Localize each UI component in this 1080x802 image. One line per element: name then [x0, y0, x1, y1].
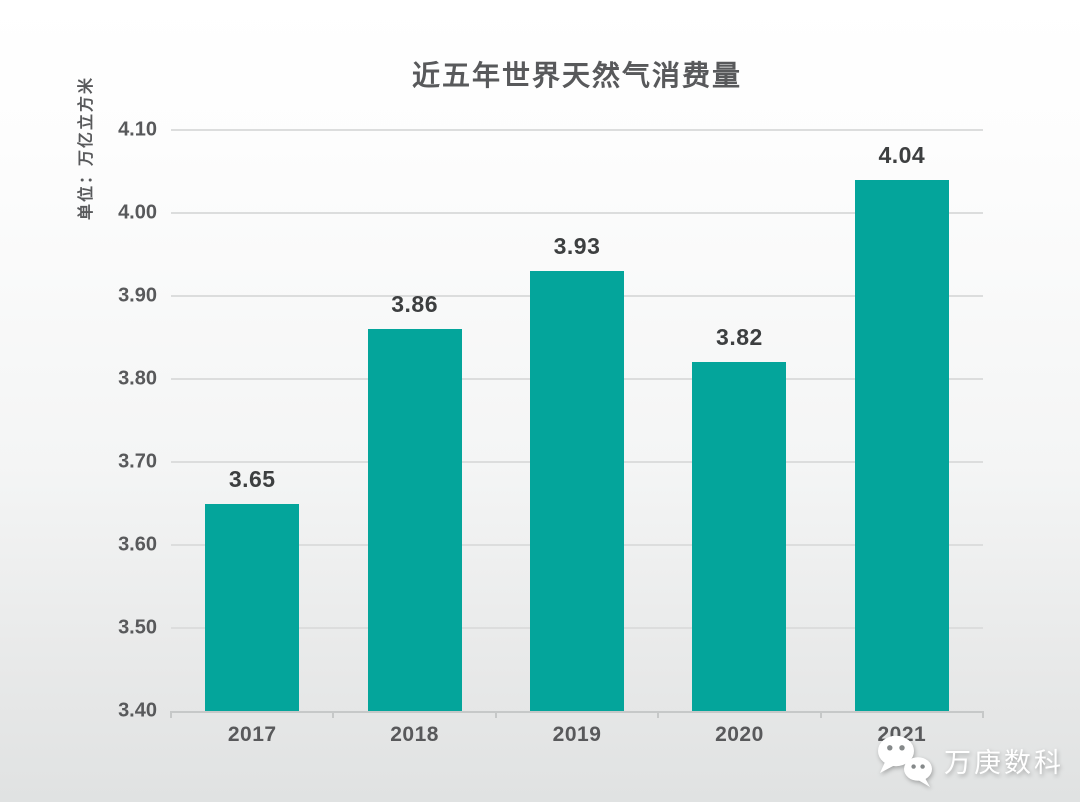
y-tick-label-4.10: 4.10: [118, 118, 157, 141]
watermark-text: 万庚数科: [944, 747, 1064, 778]
bar-group-2017: 3.65 2017: [171, 130, 333, 746]
x-axis-label-2020: 2020: [715, 723, 764, 746]
x-axis-tick: [657, 711, 660, 718]
bar-2020: [692, 362, 787, 711]
bar-group-2021: 4.04 2021: [821, 130, 983, 746]
bar-value-label: 3.93: [553, 233, 601, 260]
bar-2018: [367, 329, 462, 711]
bar-group-2019: 3.93 2019: [496, 130, 658, 746]
y-tick-label-3.50: 3.50: [118, 616, 157, 639]
wechat-icon: [878, 735, 932, 787]
bar-value-label: 4.04: [878, 141, 926, 168]
x-axis-tick: [170, 711, 172, 718]
watermark: 万庚数科: [874, 732, 1064, 788]
bar-group-2020: 3.82 2020: [658, 130, 820, 746]
x-axis-tick: [819, 711, 822, 718]
bars-layer: 3.65 2017 3.86 2018 3.93 2019 3.82 2020 4.04 2021: [171, 130, 983, 746]
y-axis-unit-label: 单位：万亿立方米: [78, 75, 95, 221]
bar-group-2018: 3.86 2018: [333, 130, 495, 746]
y-tick-label-3.60: 3.60: [118, 533, 157, 556]
chart-title: 近五年世界天然气消费量: [411, 60, 742, 91]
gridline-4.00: [171, 212, 983, 214]
bar-value-label: 3.86: [391, 291, 438, 318]
bar-value-label: 3.82: [716, 324, 763, 351]
y-tick-label-3.80: 3.80: [118, 367, 157, 390]
y-tick-label-3.90: 3.90: [118, 284, 157, 307]
bar-2017: [205, 503, 300, 711]
y-tick-label-4.00: 4.00: [118, 201, 157, 224]
plot-area: 4.10 4.00 3.90 3.80 3.70 3.60 3.50 3.40 3.65 201…: [118, 119, 984, 746]
y-tick-label-3.40: 3.40: [118, 699, 157, 722]
bar-2019: [530, 271, 625, 711]
bar-value-label: 3.65: [228, 465, 276, 492]
y-tick-label-3.70: 3.70: [118, 450, 157, 473]
gridline-4.10: [171, 129, 983, 131]
x-axis-label-2019: 2019: [552, 723, 602, 746]
bar-2021: [854, 179, 949, 711]
x-axis-tick: [982, 711, 984, 718]
x-axis-label-2018: 2018: [390, 723, 439, 746]
x-axis-tick: [494, 711, 497, 718]
x-axis-label-2017: 2017: [227, 723, 277, 746]
x-axis-tick: [332, 711, 335, 718]
